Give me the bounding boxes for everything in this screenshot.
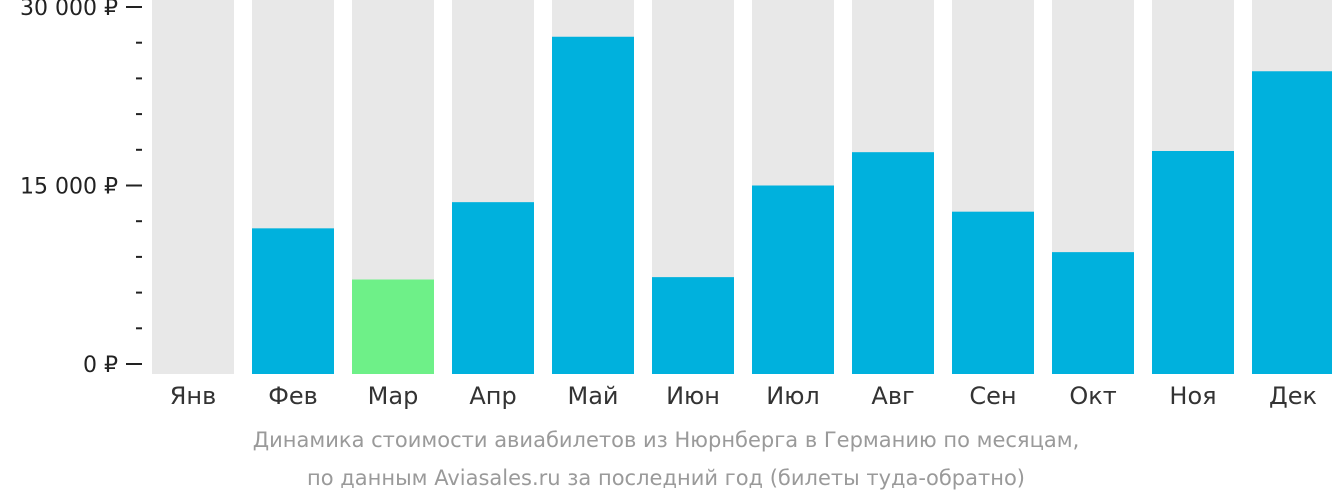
bar-10[interactable] bbox=[1052, 252, 1134, 374]
x-tick-label: Авг bbox=[871, 382, 914, 410]
bar-4[interactable] bbox=[452, 202, 534, 374]
bar-2[interactable] bbox=[252, 228, 334, 374]
bar-11[interactable] bbox=[1152, 150, 1234, 374]
y-tick-label: 15 000 ₽ bbox=[20, 175, 118, 200]
price-chart: 0 ₽ 15 000 ₽ 30 000 ₽ Янв Фев Мар Апр Май Июн Ию… bbox=[20, 0, 1332, 410]
bar-track-1 bbox=[152, 0, 234, 374]
x-axis: Янв Фев Мар Апр Май Июн Июл Авг Сен Окт Ноя Дек bbox=[170, 382, 1317, 410]
bars bbox=[252, 36, 1332, 375]
x-tick-label: Окт bbox=[1069, 382, 1116, 410]
bar-3[interactable] bbox=[352, 279, 434, 374]
y-tick-label: 0 ₽ bbox=[83, 353, 118, 378]
x-tick-label: Янв bbox=[170, 382, 217, 410]
x-tick-label: Сен bbox=[969, 382, 1016, 410]
x-tick-label: Дек bbox=[1269, 382, 1317, 410]
x-tick-label: Ноя bbox=[1169, 382, 1216, 410]
bar-12[interactable] bbox=[1252, 71, 1332, 374]
bar-6[interactable] bbox=[652, 277, 734, 374]
x-tick-label: Июн bbox=[666, 382, 720, 410]
x-tick-label: Мар bbox=[368, 382, 419, 410]
bar-7[interactable] bbox=[752, 185, 834, 375]
y-axis: 0 ₽ 15 000 ₽ 30 000 ₽ bbox=[20, 0, 142, 378]
x-tick-label: Май bbox=[567, 382, 618, 410]
chart-caption-line-2: по данным Aviasales.ru за последний год … bbox=[307, 466, 1025, 490]
bar-8[interactable] bbox=[852, 152, 934, 374]
y-tick-label: 30 000 ₽ bbox=[20, 0, 118, 21]
chart-caption-line-1: Динамика стоимости авиабилетов из Нюрнбе… bbox=[252, 428, 1080, 452]
x-tick-label: Фев bbox=[268, 382, 318, 410]
bar-5[interactable] bbox=[552, 36, 634, 374]
x-tick-label: Апр bbox=[469, 382, 516, 410]
bar-9[interactable] bbox=[952, 211, 1034, 374]
x-tick-label: Июл bbox=[766, 382, 820, 410]
